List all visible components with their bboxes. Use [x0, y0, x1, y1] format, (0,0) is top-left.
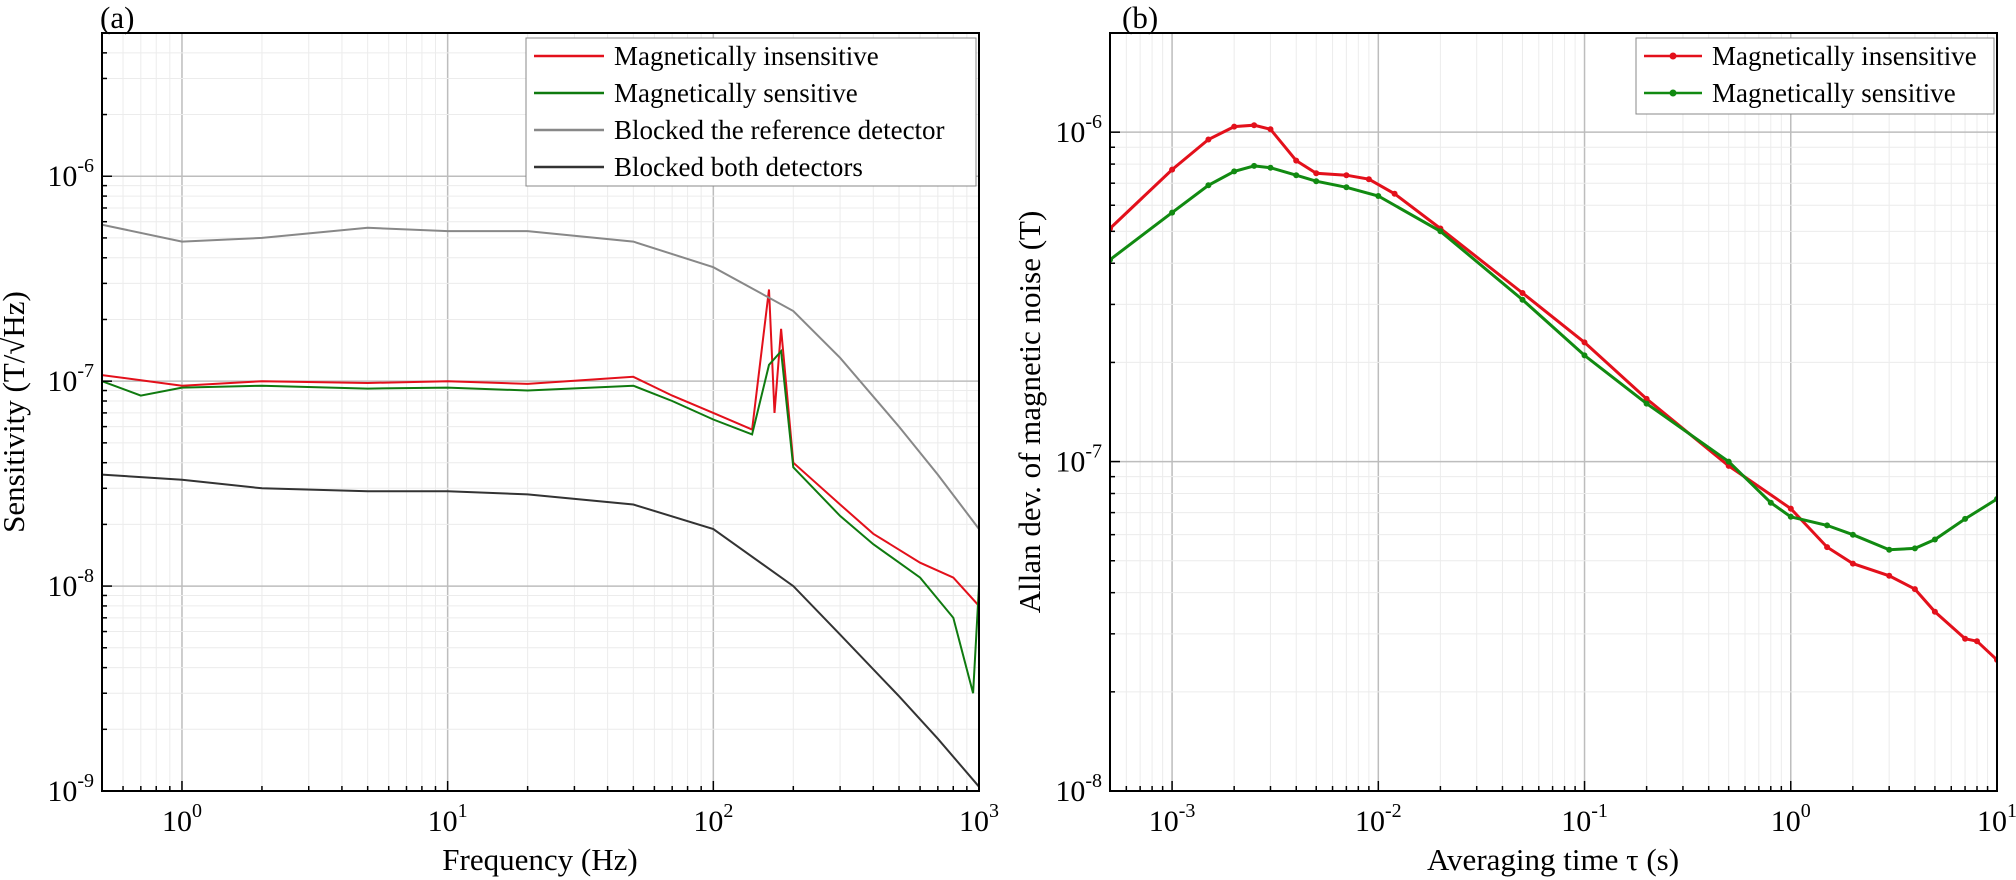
panel-b-ticks: 10-3 10-2 10-1 100 101 10-8 10-7 10-6: [1055, 32, 2016, 838]
panel-a-ylabel: Sensitivity (T/√Hz): [0, 291, 31, 533]
legend-marker: [1669, 52, 1677, 60]
y-tick-label: 10-8: [47, 565, 94, 603]
panel-a-xlabel: Frequency (Hz): [442, 842, 637, 877]
series-line-4: [102, 473, 979, 788]
series-point-1: [1205, 136, 1212, 143]
series-point-2: [1962, 515, 1969, 522]
legend-box: [525, 37, 977, 187]
panel-a-series: [102, 223, 979, 788]
x-tick-label: 101: [1977, 800, 2016, 838]
series-point-1: [1251, 122, 1258, 129]
legend-label: Magnetically insensitive: [614, 41, 879, 71]
series-point-1: [1824, 544, 1831, 551]
series-point-1: [1365, 176, 1372, 183]
x-tick-label: 10-2: [1355, 800, 1402, 838]
series-point-1: [1293, 157, 1300, 164]
panel-b-ylabel: Allan dev. of magnetic noise (T): [1012, 211, 1047, 614]
series-point-2: [1375, 193, 1382, 199]
panel-b-label: (b): [1122, 0, 1158, 35]
panel-b-legend: Magnetically insensitive Magnetically sen…: [1635, 37, 1995, 115]
series-point-1: [1911, 586, 1918, 593]
series-line-3: [102, 223, 979, 530]
series-point-1: [1581, 339, 1588, 346]
series-point-2: [1911, 545, 1918, 552]
series-point-1: [1849, 560, 1856, 567]
series-line-2: [102, 348, 979, 694]
panel-a-frame: [101, 32, 980, 792]
series-point-2: [1519, 296, 1526, 303]
series-point-2: [1293, 172, 1300, 179]
y-tick-label: 10-6: [1055, 111, 1102, 149]
legend-label: Blocked the reference detector: [614, 115, 945, 145]
series-point-2: [1437, 228, 1444, 235]
series-point-2: [1643, 400, 1650, 407]
legend-marker: [1669, 89, 1677, 97]
series-point-1: [1787, 505, 1794, 512]
series-point-2: [1267, 164, 1274, 171]
series-point-2: [1231, 168, 1238, 175]
panel-a-label: (a): [100, 0, 134, 35]
panel-a: (a) 100 101 102 103 10-9 10-8 10-7 10-6 Frequen…: [0, 0, 999, 877]
x-tick-label: 10-1: [1561, 800, 1608, 838]
series-point-2: [1205, 182, 1212, 189]
panel-a-grid: [101, 32, 980, 792]
y-tick-label: 10-7: [1055, 441, 1102, 479]
x-tick-label: 102: [693, 800, 733, 838]
series-point-1: [1931, 608, 1938, 615]
series-point-1: [1391, 190, 1398, 197]
x-tick-label: 10-3: [1149, 800, 1196, 838]
x-tick-label: 101: [428, 800, 468, 838]
series-point-1: [1169, 166, 1176, 173]
series-point-2: [1343, 184, 1350, 191]
series-point-1: [1313, 170, 1320, 177]
series-point-1: [1519, 290, 1526, 296]
series-point-2: [1169, 209, 1176, 216]
panel-b-xlabel: Averaging time τ (s): [1427, 842, 1679, 877]
series-point-1: [1886, 572, 1893, 579]
series-line-2: [1110, 164, 1997, 552]
panel-a-legend: Magnetically insensitive Magnetically sen…: [525, 37, 977, 187]
series-point-2: [1725, 458, 1732, 465]
series-point-1: [1974, 638, 1980, 645]
x-tick-label: 100: [1771, 800, 1811, 838]
series-point-1: [1343, 172, 1350, 179]
series-point-2: [1824, 522, 1831, 529]
series-line-1: [102, 289, 979, 607]
series-point-2: [1787, 513, 1794, 520]
y-tick-label: 10-8: [1055, 770, 1102, 808]
x-tick-label: 100: [162, 800, 202, 838]
panel-b: (b) 10-3 10-2 10-1 100 101 10-8 10-7 10-6 Avera…: [1012, 0, 2016, 877]
legend-label: Magnetically sensitive: [1712, 78, 1956, 108]
legend-label: Magnetically sensitive: [614, 78, 858, 108]
y-tick-label: 10-6: [47, 155, 94, 193]
series-point-2: [1931, 536, 1938, 543]
series-point-1: [1962, 635, 1969, 642]
panel-b-grid: [1109, 32, 1998, 792]
panel-a-ticks: 100 101 102 103 10-9 10-8 10-7 10-6: [47, 32, 999, 838]
series-point-1: [1267, 126, 1274, 133]
panel-b-series: [1110, 122, 1997, 663]
legend-box: [1635, 37, 1995, 115]
y-tick-label: 10-9: [47, 770, 94, 808]
legend-label: Magnetically insensitive: [1712, 41, 1977, 71]
series-point-2: [1849, 531, 1856, 538]
panel-b-frame: [1109, 32, 1998, 792]
series-point-2: [1313, 178, 1320, 185]
series-point-2: [1886, 546, 1893, 553]
series-point-2: [1251, 162, 1258, 169]
x-tick-label: 103: [959, 800, 999, 838]
series-point-1: [1231, 123, 1238, 130]
series-point-1: [1643, 395, 1650, 402]
series-point-2: [1767, 499, 1774, 506]
y-tick-label: 10-7: [47, 360, 94, 398]
legend-label: Blocked both detectors: [614, 152, 863, 182]
series-point-2: [1581, 352, 1588, 359]
